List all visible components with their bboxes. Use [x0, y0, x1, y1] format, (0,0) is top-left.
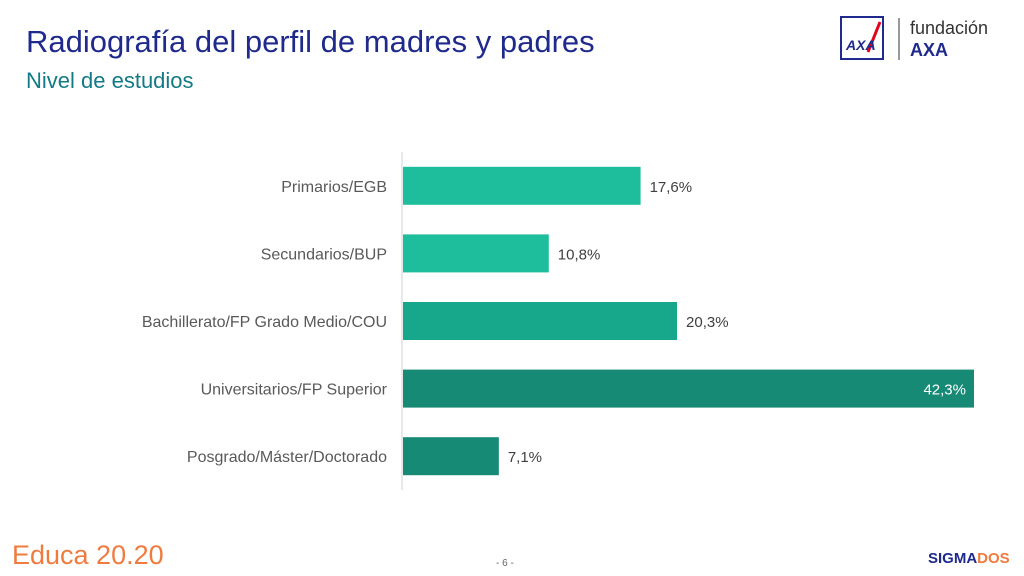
data-label-3: 42,3%: [923, 382, 966, 399]
page-number: - 6 -: [496, 558, 514, 569]
category-label-3: Universitarios/FP Superior: [201, 382, 388, 399]
bar-1: [403, 234, 549, 273]
educa-brand-logo: Educa 20.20: [12, 540, 164, 570]
axa-mark-text: AXA: [845, 37, 876, 53]
data-label-0: 17,6%: [650, 179, 693, 196]
logo-divider: [898, 18, 900, 60]
bar-3: [403, 369, 974, 408]
data-label-2: 20,3%: [686, 314, 729, 331]
logo-line1: fundación: [910, 18, 989, 38]
fundacion-axa-logo: AXA fundación AXA: [840, 16, 1012, 64]
bar-4: [403, 437, 499, 476]
bar-2: [403, 302, 678, 340]
page-title: Radiografía del perfil de madres y padre…: [26, 24, 595, 59]
axa-logo-mark: AXA: [840, 16, 884, 60]
data-label-4: 7,1%: [508, 449, 542, 466]
category-label-0: Primarios/EGB: [281, 179, 387, 196]
logo-line2: AXA: [910, 40, 949, 60]
sigmados-text-b: DOS: [977, 550, 1010, 567]
sigmados-text-a: SIGMA: [928, 550, 978, 567]
page-subtitle: Nivel de estudios: [26, 68, 194, 93]
axa-logo-icon: AXA: [845, 21, 882, 53]
bar-0: [403, 166, 641, 205]
category-label-2: Bachillerato/FP Grado Medio/COU: [142, 314, 387, 331]
sigmados-logo: SIGMADOS: [928, 550, 1010, 567]
data-label-1: 10,8%: [558, 246, 601, 263]
category-label-1: Secundarios/BUP: [261, 246, 387, 263]
category-label-4: Posgrado/Máster/Doctorado: [187, 449, 387, 466]
